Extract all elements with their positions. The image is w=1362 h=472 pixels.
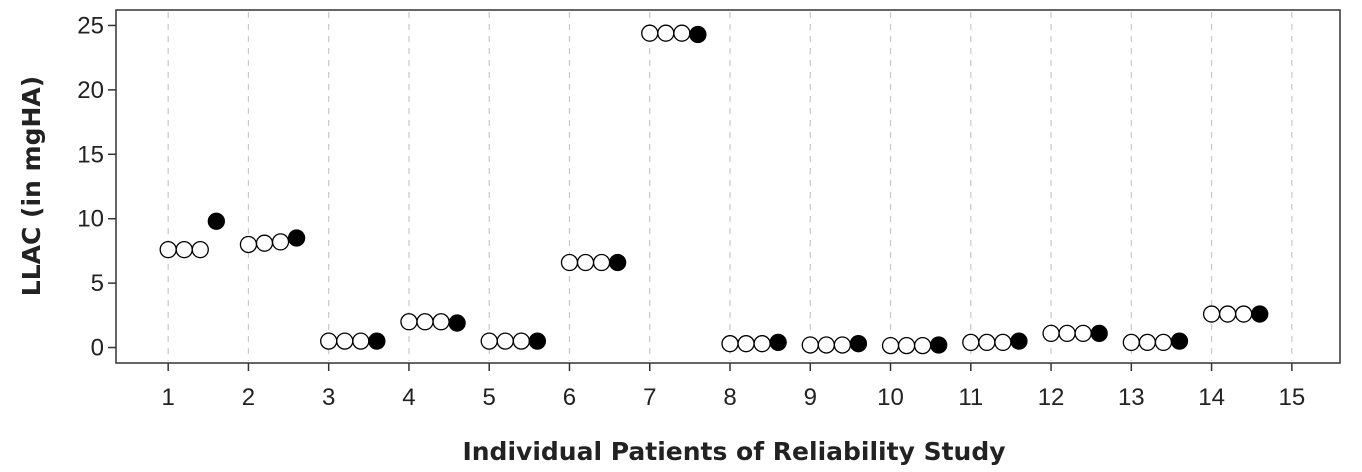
- y-tick-label: 0: [91, 335, 104, 362]
- data-point-filled: [1090, 324, 1108, 343]
- data-point-open: [897, 336, 916, 355]
- grid-lines: [167, 12, 1293, 361]
- data-point-open: [400, 313, 418, 331]
- y-tick-label: 15: [77, 141, 104, 168]
- data-point-filled: [608, 253, 627, 272]
- data-point-filled: [769, 333, 787, 352]
- data-point-open: [1154, 333, 1173, 352]
- data-point-open: [1042, 324, 1060, 343]
- data-point-filled: [287, 229, 306, 247]
- y-tick-label: 10: [77, 206, 104, 233]
- data-point-open: [994, 333, 1012, 352]
- data-point-open: [239, 235, 258, 254]
- x-tick-label: 12: [1038, 384, 1065, 411]
- data-point-open: [191, 240, 209, 259]
- data-point-open: [1138, 333, 1157, 352]
- data-point-open: [576, 253, 595, 272]
- data-point-filled: [207, 212, 225, 230]
- data-point-open: [512, 332, 530, 350]
- x-tick-label: 7: [643, 384, 656, 411]
- data-point-filled: [849, 335, 868, 353]
- y-tick-label: 25: [77, 12, 104, 39]
- data-point-open: [641, 24, 659, 42]
- data-point-filled: [448, 314, 466, 332]
- data-point-filled: [528, 332, 547, 350]
- data-point-open: [673, 24, 691, 42]
- data-point-open: [737, 335, 755, 353]
- x-tick-label: 8: [723, 384, 736, 411]
- data-point-filled: [1010, 332, 1028, 350]
- y-tick-label: 5: [91, 270, 104, 297]
- data-point-open: [352, 332, 370, 350]
- y-axis-title: LLAC (in mgHA): [17, 76, 46, 296]
- data-point-open: [1074, 324, 1092, 343]
- data-point-open: [159, 240, 177, 259]
- data-point-open: [320, 332, 338, 350]
- data-point-open: [881, 336, 900, 355]
- data-point-open: [496, 332, 514, 350]
- data-point-filled: [1170, 332, 1189, 350]
- data-point-open: [962, 333, 980, 352]
- x-tick-label: 5: [483, 384, 496, 411]
- x-tick-label: 10: [877, 384, 904, 411]
- data-point-open: [255, 234, 274, 252]
- data-point-open: [817, 336, 835, 354]
- x-tick-label: 1: [161, 384, 174, 411]
- data-point-open: [175, 240, 193, 259]
- x-tick-label: 2: [242, 384, 255, 411]
- data-point-open: [416, 313, 434, 331]
- data-point-open: [1235, 305, 1253, 323]
- x-tick-label: 11: [958, 384, 983, 411]
- y-tick-label: 20: [77, 77, 104, 104]
- data-point-open: [801, 336, 819, 354]
- x-tick-label: 6: [563, 384, 576, 411]
- data-point-open: [480, 332, 498, 350]
- data-points: [159, 24, 1269, 355]
- data-point-open: [913, 336, 932, 355]
- data-point-open: [1218, 305, 1237, 323]
- x-axis-title: Individual Patients of Reliability Study: [462, 437, 1005, 466]
- data-point-open: [560, 253, 579, 272]
- data-point-open: [1122, 333, 1140, 352]
- data-point-open: [657, 24, 675, 42]
- data-point-filled: [689, 25, 707, 44]
- data-point-open: [271, 233, 290, 251]
- data-point-filled: [368, 332, 386, 350]
- data-point-open: [1058, 324, 1076, 343]
- data-point-open: [833, 336, 852, 354]
- x-tick-label: 3: [322, 384, 335, 411]
- data-point-open: [336, 332, 354, 350]
- data-point-open: [753, 335, 771, 353]
- data-point-open: [978, 333, 996, 352]
- data-point-filled: [930, 336, 948, 354]
- data-point-open: [1202, 305, 1221, 323]
- x-tick-label: 14: [1198, 384, 1225, 411]
- data-point-open: [721, 335, 739, 353]
- x-tick-label: 4: [402, 384, 415, 411]
- data-point-open: [432, 313, 450, 331]
- data-point-open: [592, 253, 611, 272]
- data-point-filled: [1251, 305, 1269, 323]
- x-tick-label: 13: [1118, 384, 1145, 411]
- plot-frame: [115, 9, 1341, 364]
- x-tick-label: 15: [1278, 384, 1305, 411]
- x-tick-label: 9: [804, 384, 817, 411]
